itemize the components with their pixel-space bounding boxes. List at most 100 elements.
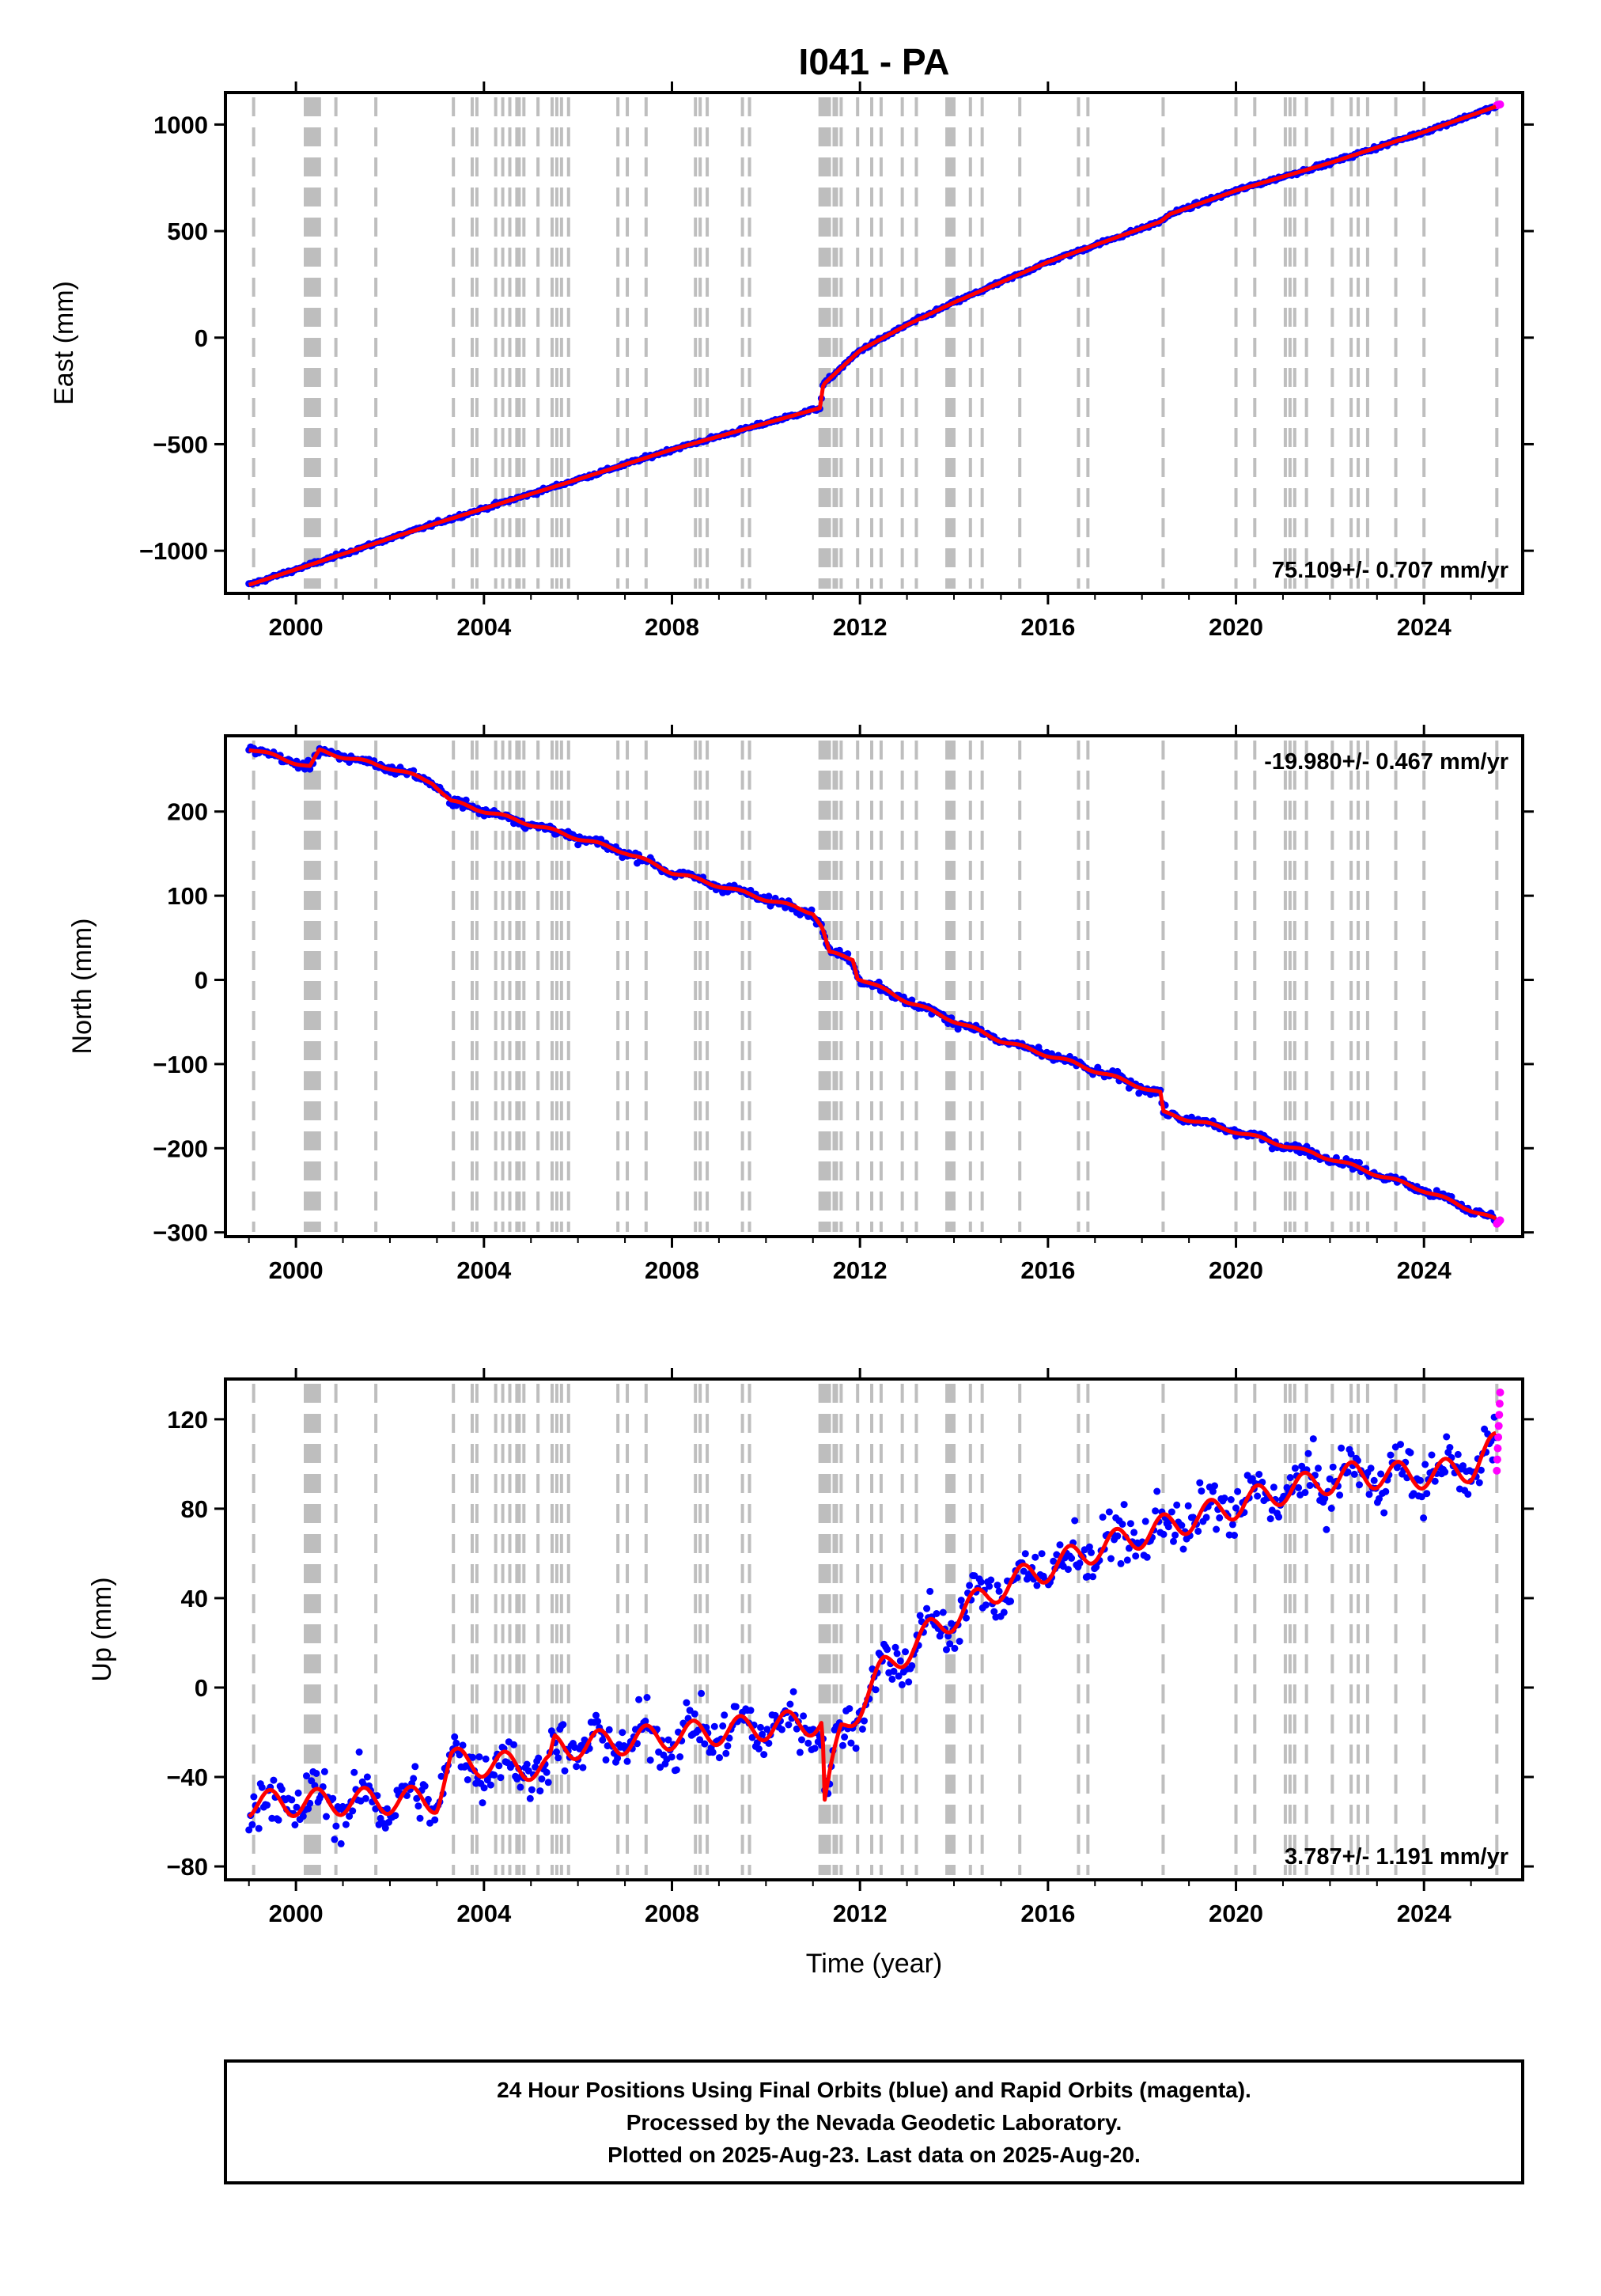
rapid-point — [1494, 1433, 1503, 1442]
data-point — [1309, 1435, 1317, 1443]
up-panel: 2000 2004 2008 2012 2016 2020 2024 120 80 40 0 −40 −… — [87, 1368, 1534, 1927]
data-point — [1216, 1514, 1224, 1521]
data-point — [716, 1754, 723, 1762]
data-point — [538, 1775, 546, 1783]
data-point — [1123, 1556, 1131, 1564]
rapid-point — [1496, 1389, 1504, 1396]
data-point — [1007, 1597, 1015, 1605]
data-point — [383, 1805, 391, 1813]
data-point — [1464, 1491, 1472, 1498]
data-point — [686, 1707, 694, 1714]
data-point — [1171, 1531, 1179, 1539]
data-point — [1114, 1532, 1122, 1540]
east-panel: 2000 2004 2008 2012 2016 2020 2024 1000 500 0 −500… — [49, 81, 1534, 641]
x-tick-label: 2016 — [1020, 1900, 1075, 1927]
data-point — [293, 1803, 301, 1811]
data-point — [811, 1745, 819, 1752]
data-point — [554, 1754, 562, 1762]
data-point — [668, 1753, 676, 1761]
data-point — [421, 1783, 429, 1790]
data-point — [1071, 1517, 1079, 1525]
data-point — [592, 1711, 600, 1719]
data-point — [1126, 1520, 1134, 1528]
data-point — [898, 1680, 906, 1688]
x-tick-label: 2000 — [269, 613, 324, 641]
data-point — [763, 1726, 771, 1733]
data-point — [753, 1739, 761, 1747]
y-tick-label: 100 — [167, 882, 208, 910]
data-point — [1266, 1515, 1274, 1523]
data-point — [646, 1756, 654, 1764]
data-point — [1376, 1495, 1383, 1502]
data-point — [725, 1734, 733, 1742]
rate-label: -19.980+/- 0.467 mm/yr — [1264, 749, 1508, 775]
y-tick-label: −40 — [166, 1764, 208, 1791]
data-point — [1178, 1521, 1186, 1529]
data-point — [635, 1695, 643, 1703]
x-tick-label: 2016 — [1020, 613, 1075, 641]
data-point — [890, 1667, 898, 1675]
footer-line-1: 24 Hour Positions Using Final Orbits (bl… — [497, 2078, 1251, 2102]
data-point — [245, 1826, 253, 1834]
data-point — [1228, 1521, 1236, 1529]
data-point — [299, 1813, 307, 1821]
data-point — [291, 1821, 299, 1828]
data-point — [1173, 1501, 1181, 1509]
y-tick-label: 40 — [181, 1585, 208, 1612]
data-point — [709, 1749, 717, 1756]
data-point — [475, 1753, 483, 1761]
data-point — [250, 1793, 258, 1801]
data-point — [1020, 1567, 1028, 1575]
data-point — [469, 1753, 477, 1761]
data-point — [995, 1587, 1003, 1595]
data-point — [614, 1754, 622, 1762]
data-point — [933, 1610, 941, 1617]
data-point — [320, 1767, 328, 1775]
data-point — [1231, 1532, 1238, 1539]
data-point — [1198, 1487, 1205, 1495]
data-point — [1053, 1551, 1061, 1559]
data-point — [303, 1772, 310, 1780]
y-tick-label: −300 — [153, 1219, 208, 1247]
data-point — [1050, 1557, 1058, 1565]
data-point — [1152, 1507, 1160, 1515]
y-tick-label: −80 — [166, 1853, 208, 1881]
x-tick-label: 2000 — [269, 1900, 324, 1927]
data-point — [1446, 1444, 1454, 1451]
data-point — [528, 1786, 536, 1794]
data-point — [760, 1751, 768, 1759]
data-point — [1270, 1483, 1277, 1491]
x-tick-label: 2020 — [1209, 613, 1263, 641]
data-point — [452, 1739, 460, 1747]
data-point — [377, 1814, 384, 1822]
data-point — [701, 1740, 709, 1748]
y-axis-label: North (mm) — [67, 919, 97, 1055]
data-point — [1344, 1468, 1352, 1476]
y-tick-label: −200 — [153, 1135, 208, 1162]
data-point — [513, 1775, 521, 1783]
x-tick-label: 2008 — [645, 1256, 699, 1284]
data-point — [248, 1821, 256, 1828]
data-point — [464, 1776, 471, 1783]
data-point — [288, 1796, 296, 1804]
data-point — [559, 1721, 567, 1729]
data-point — [719, 1722, 727, 1730]
data-point — [594, 1718, 602, 1726]
rapid-point — [1496, 100, 1504, 108]
data-point — [1321, 1495, 1329, 1502]
data-point — [1088, 1548, 1095, 1556]
y-axis-ticks: 1000 500 0 −500 −1000 — [139, 111, 1534, 565]
data-point — [1338, 1444, 1346, 1452]
data-point — [1443, 1433, 1451, 1441]
data-point — [1323, 1525, 1330, 1533]
rate-label: 75.109+/- 0.707 mm/yr — [1272, 558, 1508, 583]
rapid-point — [1495, 1400, 1504, 1408]
data-point — [1428, 1451, 1436, 1459]
x-tick-label: 2004 — [456, 613, 512, 641]
data-point — [902, 1648, 909, 1656]
y-tick-label: −100 — [153, 1051, 208, 1078]
data-point — [721, 1711, 729, 1719]
data-point — [480, 1784, 488, 1792]
data-point — [943, 1646, 950, 1654]
data-point — [535, 1754, 543, 1762]
